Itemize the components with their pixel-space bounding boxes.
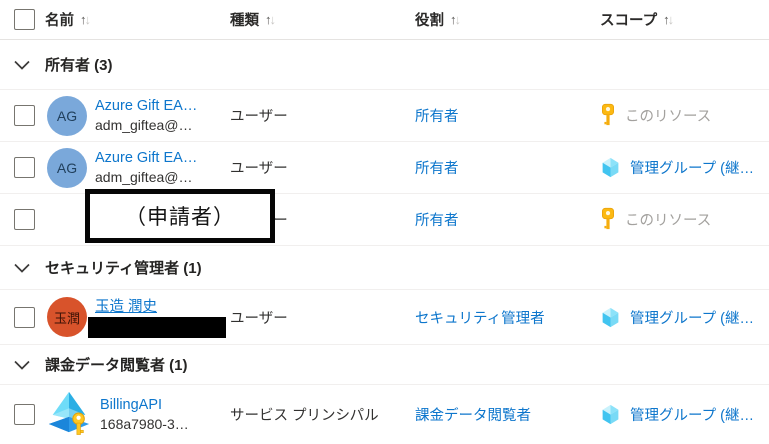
member-name-link[interactable]: 玉造 潤史: [95, 299, 158, 315]
scope-link[interactable]: 管理グループ (継…: [630, 310, 754, 327]
member-type: ユーザー: [230, 109, 288, 125]
sort-icons: ↑↓: [450, 12, 461, 27]
sort-desc-icon: ↓: [84, 12, 91, 27]
avatar: AG: [47, 147, 87, 188]
table-row[interactable]: AG Azure Gift EA… adm_giftea@… ユーザー 所有者 …: [0, 142, 769, 194]
sort-icons: ↑↓: [80, 12, 91, 27]
member-name-link[interactable]: Azure Gift EA…: [95, 98, 198, 115]
column-header-scope-label: スコープ: [600, 13, 658, 29]
row-checkbox[interactable]: [14, 157, 35, 178]
redaction-bar: [88, 317, 226, 338]
table-row[interactable]: BillingAPI 168a7980-3… サービス プリンシパル 課金データ…: [0, 385, 769, 444]
management-group-cube-icon: [600, 403, 621, 426]
column-header-scope[interactable]: スコープ ↑↓: [600, 9, 769, 30]
key-icon: [600, 207, 616, 232]
table-header-row: 名前 ↑↓ 種類 ↑↓ 役割 ↑↓ スコープ ↑↓: [0, 0, 769, 40]
group-header-billing-reader[interactable]: 課金データ閲覧者 (1): [0, 345, 769, 385]
sort-icons: ↑↓: [663, 12, 674, 27]
group-header-security-admin[interactable]: セキュリティ管理者 (1): [0, 246, 769, 290]
group-label: 所有者 (3): [45, 57, 113, 74]
row-checkbox[interactable]: [14, 105, 35, 126]
member-name-link[interactable]: Azure Gift EA…: [95, 150, 198, 167]
sort-icons: ↑↓: [265, 12, 276, 27]
sort-asc-icon: ↑: [265, 12, 271, 27]
column-header-role-label: 役割: [415, 13, 444, 29]
table-row[interactable]: AG Azure Gift EA… adm_giftea@… ユーザー 所有者 …: [0, 90, 769, 142]
role-link[interactable]: 所有者: [415, 109, 459, 125]
sort-asc-icon: ↑: [663, 12, 669, 27]
redaction-box: （申請者）: [85, 189, 275, 243]
member-type: サービス プリンシパル: [230, 408, 379, 424]
avatar: 玉潤: [47, 297, 87, 337]
role-link[interactable]: セキュリティ管理者: [415, 310, 545, 327]
member-name-link[interactable]: BillingAPI: [100, 397, 163, 414]
table-row[interactable]: （申請者） ユーザー 所有者 このリソース: [0, 189, 769, 246]
column-header-name-label: 名前: [45, 13, 74, 29]
role-link[interactable]: 所有者: [415, 213, 459, 229]
chevron-down-icon[interactable]: [13, 56, 31, 74]
key-icon: [600, 103, 616, 128]
management-group-cube-icon: [600, 156, 621, 179]
scope-link[interactable]: 管理グループ (継…: [630, 408, 754, 424]
row-checkbox[interactable]: [14, 404, 35, 425]
row-checkbox[interactable]: [14, 209, 35, 230]
column-header-role[interactable]: 役割 ↑↓: [415, 9, 600, 30]
member-upn: adm_giftea@…: [95, 169, 193, 186]
scope-label: このリソース: [625, 109, 712, 125]
sort-desc-icon: ↓: [454, 12, 461, 27]
chevron-down-icon[interactable]: [13, 356, 31, 374]
column-header-type[interactable]: 種類 ↑↓: [230, 9, 415, 30]
column-header-name[interactable]: 名前 ↑↓: [45, 9, 230, 30]
member-type: ユーザー: [230, 310, 288, 327]
member-upn: adm_giftea@…: [95, 117, 193, 134]
member-type: ユーザー: [230, 161, 288, 177]
column-header-type-label: 種類: [230, 13, 259, 29]
sort-desc-icon: ↓: [667, 12, 674, 27]
role-link[interactable]: 所有者: [415, 161, 459, 177]
table-row[interactable]: 玉潤 玉造 潤史 ユーザー セキュリティ管理者 管理グループ (継…: [0, 290, 769, 345]
select-all-checkbox[interactable]: [14, 9, 35, 30]
scope-label: このリソース: [625, 213, 712, 229]
sort-asc-icon: ↑: [80, 12, 86, 27]
group-label: セキュリティ管理者 (1): [45, 260, 202, 277]
member-app-id: 168a7980-3…: [100, 416, 189, 433]
scope-link[interactable]: 管理グループ (継…: [630, 161, 754, 177]
management-group-cube-icon: [600, 306, 621, 329]
group-header-owner[interactable]: 所有者 (3): [0, 40, 769, 90]
chevron-down-icon[interactable]: [13, 259, 31, 277]
row-checkbox[interactable]: [14, 306, 35, 328]
sort-asc-icon: ↑: [450, 12, 456, 27]
sort-desc-icon: ↓: [269, 12, 276, 27]
avatar: AG: [47, 95, 87, 136]
role-link[interactable]: 課金データ閲覧者: [415, 408, 531, 424]
group-label: 課金データ閲覧者 (1): [45, 357, 188, 374]
service-principal-icon: [46, 389, 92, 440]
